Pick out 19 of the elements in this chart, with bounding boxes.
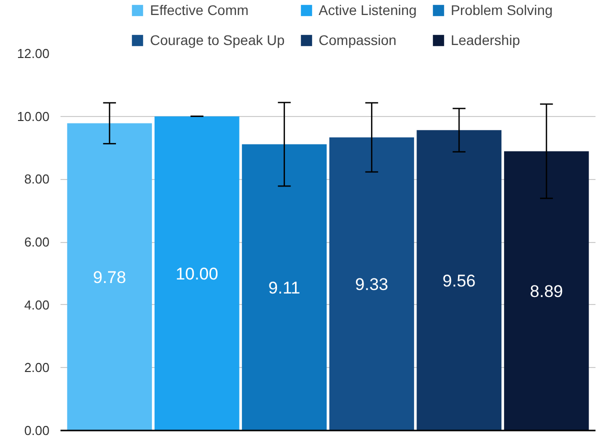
legend-label: Compassion xyxy=(318,32,396,48)
legend-label: Active Listening xyxy=(318,2,417,18)
y-tick-label: 8.00 xyxy=(24,172,50,187)
y-tick-label: 10.00 xyxy=(16,108,50,124)
y-tick-label: 12.00 xyxy=(16,46,50,61)
legend-label: Leadership xyxy=(450,32,520,48)
y-tick-label: 6.00 xyxy=(24,234,50,250)
y-tick-label: 2.00 xyxy=(24,360,50,376)
data-label: 10.00 xyxy=(176,264,218,284)
legend-label: Effective Comm xyxy=(150,2,249,18)
legend-label: Courage to Speak Up xyxy=(150,32,285,48)
data-label: 9.11 xyxy=(268,278,300,298)
y-tick-label: 4.00 xyxy=(24,297,50,312)
y-tick-label: 0.00 xyxy=(24,423,50,438)
data-label: 9.33 xyxy=(355,274,388,294)
data-label: 9.56 xyxy=(442,271,476,290)
legend-label: Problem Solving xyxy=(450,2,553,18)
data-label: 8.89 xyxy=(530,282,564,301)
data-label: 9.78 xyxy=(93,268,126,287)
